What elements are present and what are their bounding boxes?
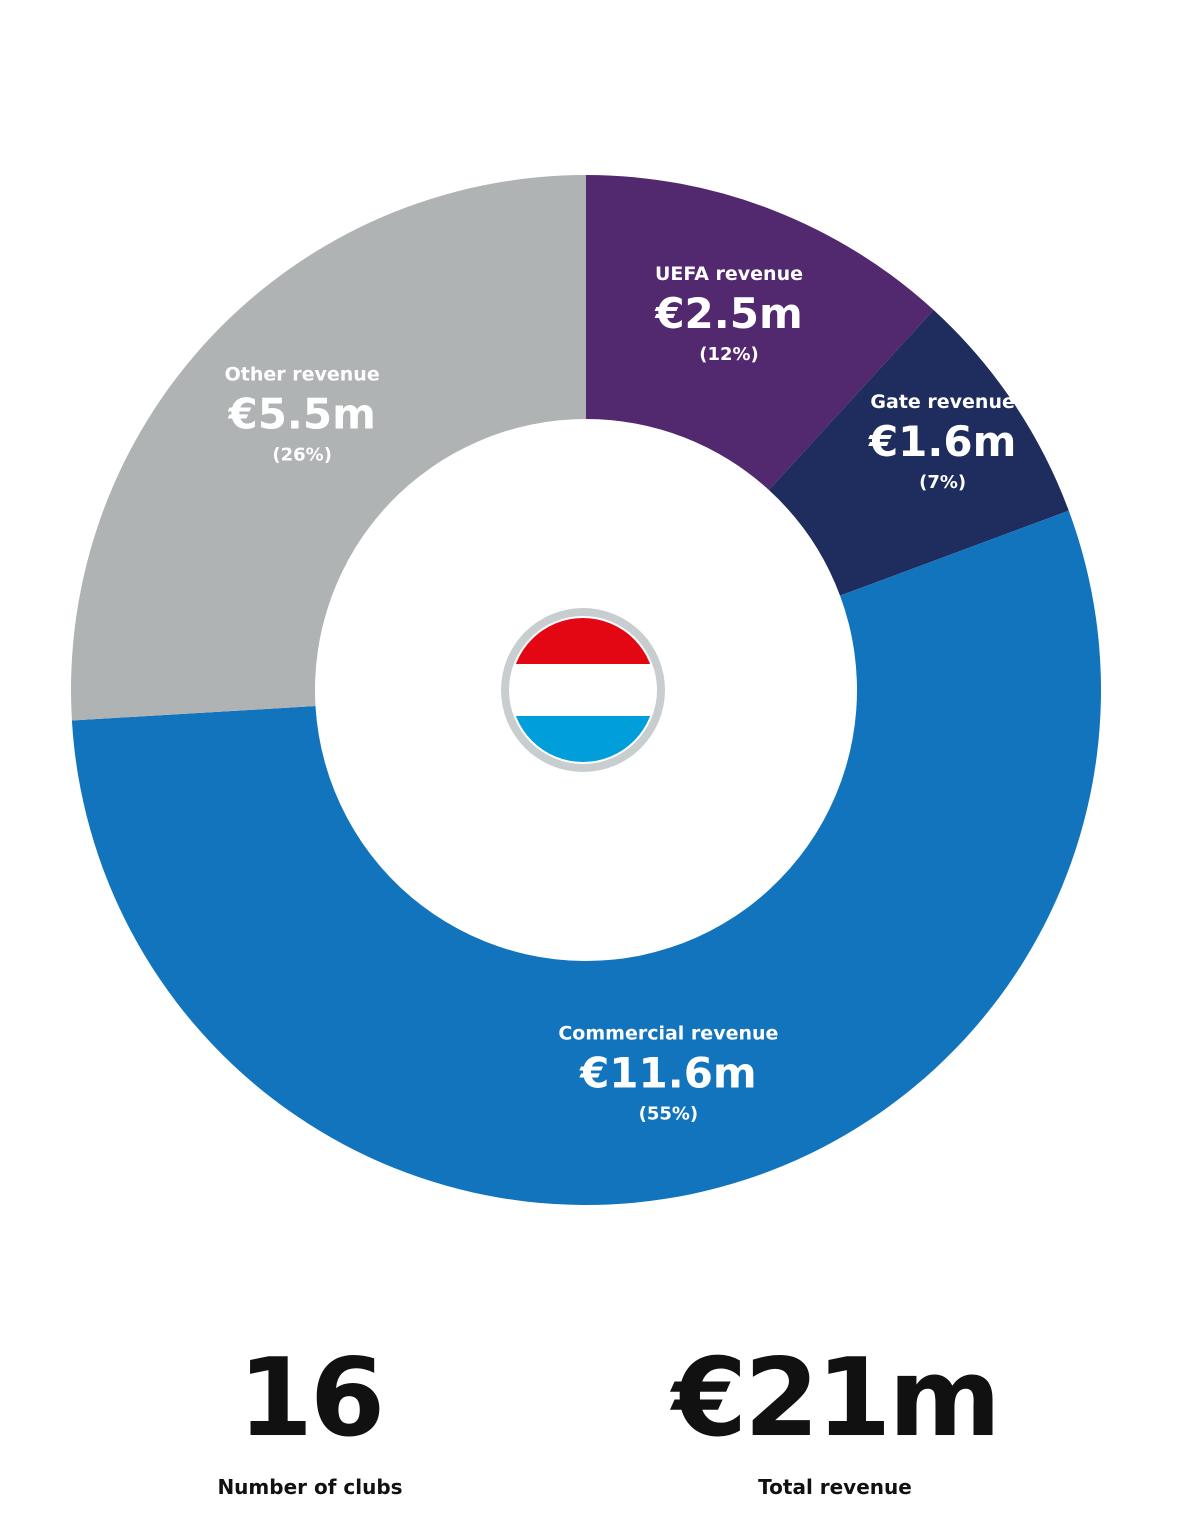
- donut-labels: UEFA revenue €2.5m (12%) Gate revenue €1.6m (…: [225, 263, 1017, 1125]
- clubs-stat: 16 Number of clubs: [160, 1336, 460, 1500]
- label-other-revenue: Other revenue €5.5m (26%): [225, 364, 380, 466]
- slice-value-label: €2.5m: [654, 289, 802, 338]
- total-revenue-stat: €21m Total revenue: [615, 1336, 1055, 1500]
- slice-other-revenue: [71, 175, 586, 721]
- label-commercial-revenue: Commercial revenue €11.6m (55%): [558, 1022, 778, 1124]
- revenue-donut-chart: UEFA revenue €2.5m (12%) Gate revenue €1.6m (…: [71, 175, 1101, 1205]
- slice-name-label: Commercial revenue: [558, 1022, 778, 1044]
- donut-slices: [71, 175, 1101, 1205]
- slice-value-label: €1.6m: [868, 417, 1016, 466]
- slice-percent-label: (7%): [919, 472, 966, 493]
- slice-uefa-revenue: [586, 175, 934, 491]
- total-revenue-label: Total revenue: [758, 1475, 912, 1499]
- slice-value-label: €11.6m: [579, 1048, 757, 1097]
- slice-gate-revenue: [768, 310, 1069, 596]
- label-uefa-revenue: UEFA revenue €2.5m (12%): [654, 263, 803, 365]
- slice-name-label: UEFA revenue: [655, 263, 803, 285]
- clubs-count: 16: [237, 1336, 385, 1461]
- slice-percent-label: (12%): [699, 344, 759, 365]
- label-gate-revenue: Gate revenue €1.6m (7%): [868, 391, 1016, 493]
- clubs-label: Number of clubs: [217, 1475, 403, 1499]
- slice-name-label: Other revenue: [225, 364, 380, 386]
- slice-percent-label: (55%): [639, 1103, 699, 1124]
- slice-name-label: Gate revenue: [870, 391, 1014, 413]
- total-revenue-value: €21m: [672, 1336, 1001, 1461]
- slice-value-label: €5.5m: [227, 390, 375, 439]
- luxembourg-flag-icon: [501, 608, 665, 772]
- slice-percent-label: (26%): [272, 445, 332, 466]
- slice-commercial-revenue: [71, 510, 1101, 1205]
